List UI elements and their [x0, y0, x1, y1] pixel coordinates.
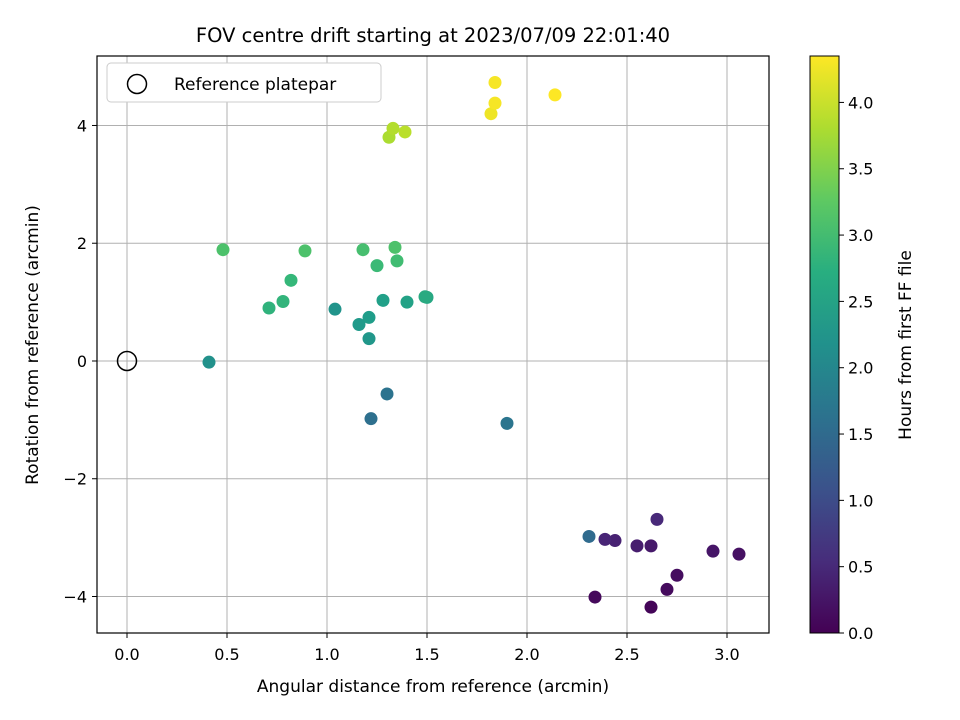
scatter-point — [390, 254, 404, 268]
colorbar-label: Hours from first FF file — [896, 250, 916, 440]
x-tick-label: 3.0 — [714, 645, 739, 664]
scatter-point — [706, 544, 720, 558]
plot-frame — [96, 55, 770, 634]
scatter-point — [362, 310, 376, 324]
colorbar-tick-label: 4.0 — [848, 93, 873, 112]
x-tick-label: 1.5 — [414, 645, 439, 664]
colorbar-tick-label: 2.0 — [848, 359, 873, 378]
scatter-point — [356, 243, 370, 257]
scatter-point — [650, 512, 664, 526]
scatter-point — [364, 412, 378, 426]
legend-entry-label: Reference platepar — [174, 75, 336, 95]
scatter-point — [608, 534, 622, 548]
scatter-point — [328, 302, 342, 316]
y-tick-label: −2 — [63, 470, 87, 489]
scatter-point — [398, 125, 412, 139]
scatter-point — [262, 301, 276, 315]
colorbar-tick-label: 0.5 — [848, 558, 873, 577]
x-axis-label: Angular distance from reference (arcmin) — [257, 677, 609, 697]
colorbar-tick-label: 0.0 — [848, 624, 873, 643]
colorbar-tick-label: 3.5 — [848, 160, 873, 179]
scatter-point — [630, 539, 644, 553]
colorbar-tick-label: 3.0 — [848, 226, 873, 245]
scatter-point — [388, 240, 402, 254]
x-tick-label: 2.5 — [614, 645, 639, 664]
y-tick-label: 0 — [77, 352, 87, 371]
legend-box — [106, 62, 382, 103]
colorbar-ticks: 0.0 0.5 1.0 1.5 2.0 2.5 3.0 3.5 4.0 — [839, 93, 873, 643]
colorbar-tick-label: 1.5 — [848, 425, 873, 444]
axes: 0.0 0.5 1.0 1.5 2.0 2.5 3.0 −4 −2 0 2 4 — [63, 55, 770, 664]
scatter-point — [216, 243, 230, 257]
scatter-point — [598, 532, 612, 546]
scatter-point — [386, 121, 400, 135]
scatter-point — [418, 290, 432, 304]
y-tick-label: 2 — [77, 234, 87, 253]
y-axis-label: Rotation from reference (arcmin) — [23, 205, 43, 485]
scatter-point — [660, 582, 674, 596]
scatter-point — [582, 529, 596, 543]
data-points — [116, 75, 746, 614]
scatter-point — [352, 317, 366, 331]
scatter-point — [644, 539, 658, 553]
scatter-point — [732, 547, 746, 561]
x-tick-label: 0.5 — [214, 645, 239, 664]
x-tick-label: 2.0 — [514, 645, 539, 664]
legend: Reference platepar — [106, 62, 382, 103]
scatter-point — [400, 295, 414, 309]
scatter-point — [500, 416, 514, 430]
scatter-point — [370, 259, 384, 273]
chart-title: FOV centre drift starting at 2023/07/09 … — [196, 24, 670, 47]
scatter-point — [670, 568, 684, 582]
scatter-point — [284, 273, 298, 287]
legend-marker-open-circle — [126, 73, 148, 95]
reference-point-marker — [116, 350, 138, 372]
scatter-point — [380, 387, 394, 401]
colorbar: 0.0 0.5 1.0 1.5 2.0 2.5 3.0 3.5 4.0 Hours from f… — [809, 55, 916, 643]
x-tick-label: 1.0 — [314, 645, 339, 664]
scatter-point — [488, 75, 502, 89]
grid — [97, 56, 769, 633]
scatter-point — [376, 293, 390, 307]
scatter-point — [202, 355, 216, 369]
x-tick-label: 0.0 — [114, 645, 139, 664]
scatter-point — [644, 600, 658, 614]
scatter-point — [276, 295, 290, 309]
y-tick-label: −4 — [63, 587, 87, 606]
scatter-point — [484, 107, 498, 121]
scatter-point — [548, 88, 562, 102]
scatter-point — [362, 332, 376, 346]
colorbar-tick-label: 2.5 — [848, 292, 873, 311]
colorbar-gradient — [809, 55, 840, 634]
scatter-point — [488, 96, 502, 110]
colorbar-tick-label: 1.0 — [848, 491, 873, 510]
scatter-point — [588, 590, 602, 604]
scatter-point — [298, 244, 312, 258]
y-tick-label: 4 — [77, 116, 87, 135]
